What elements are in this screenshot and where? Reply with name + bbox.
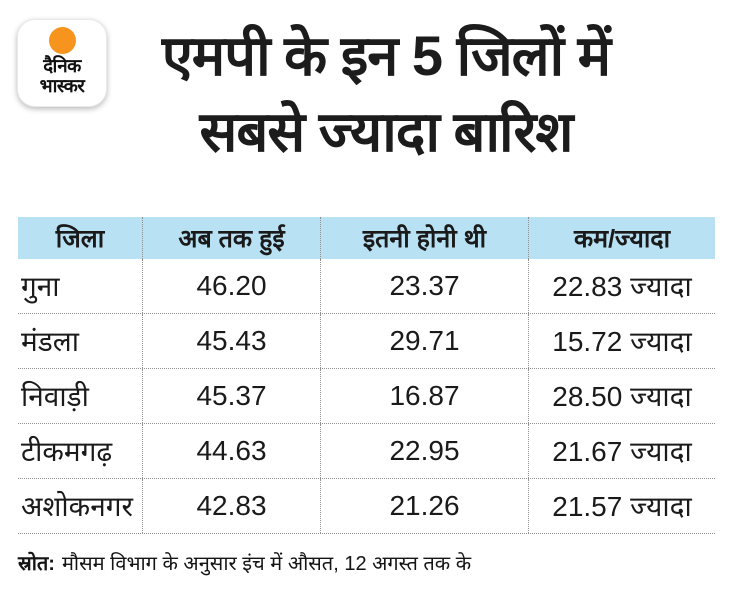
column-header-district: जिला <box>55 225 105 253</box>
table-row: मंडला 45.43 29.71 15.72 ज्यादा <box>18 314 715 369</box>
rainfall-table: जिला अब तक हुई इतनी होनी थी कम/ज्यादा गु… <box>18 217 715 534</box>
table-row: गुना 46.20 23.37 22.83 ज्यादा <box>18 259 715 314</box>
rain-so-far-value: 44.63 <box>142 424 320 478</box>
source-label: स्रोत: <box>18 553 55 575</box>
difference-value: 22.83 ज्यादा <box>528 259 715 313</box>
district-name: गुना <box>21 271 60 302</box>
logo-text: दैनिक भास्कर <box>40 56 85 96</box>
column-header-difference: कम/ज्यादा <box>528 217 715 259</box>
column-header-expected: इतनी होनी थी <box>320 217 528 259</box>
logo-line-2: भास्कर <box>39 75 85 96</box>
table-row: टीकमगढ़ 44.63 22.95 21.67 ज्यादा <box>18 424 715 479</box>
expected-value: 29.71 <box>320 314 528 368</box>
page-title: एमपी के इन 5 जिलों में सबसे ज्यादा बारिश <box>112 18 660 170</box>
source-text: मौसम विभाग के अनुसार इंच में औसत, 12 अगस… <box>61 553 472 575</box>
district-name: अशोकनगर <box>21 491 133 522</box>
expected-value: 16.87 <box>320 369 528 423</box>
dainik-bhaskar-logo: दैनिक भास्कर <box>17 19 107 107</box>
table-header-row: जिला अब तक हुई इतनी होनी थी कम/ज्यादा <box>18 217 715 259</box>
sun-dot-icon <box>48 27 76 54</box>
expected-value: 22.95 <box>320 424 528 478</box>
difference-value: 15.72 ज्यादा <box>528 314 715 368</box>
logo-line-1: दैनिक <box>43 55 81 76</box>
rain-so-far-value: 45.43 <box>142 314 320 368</box>
difference-value: 21.67 ज्यादा <box>528 424 715 478</box>
district-name: मंडला <box>21 326 79 357</box>
district-name: टीकमगढ़ <box>21 436 113 467</box>
rain-so-far-value: 42.83 <box>142 479 320 533</box>
difference-value: 28.50 ज्यादा <box>528 369 715 423</box>
district-name: निवाड़ी <box>21 381 89 412</box>
rain-so-far-value: 46.20 <box>142 259 320 313</box>
rain-so-far-value: 45.37 <box>142 369 320 423</box>
column-header-rain-so-far: अब तक हुई <box>142 217 320 259</box>
table-row: अशोकनगर 42.83 21.26 21.57 ज्यादा <box>18 479 715 534</box>
expected-value: 21.26 <box>320 479 528 533</box>
title-line-2: सबसे ज्यादा बारिश <box>199 100 573 163</box>
difference-value: 21.57 ज्यादा <box>528 479 715 533</box>
table-row: निवाड़ी 45.37 16.87 28.50 ज्यादा <box>18 369 715 424</box>
expected-value: 23.37 <box>320 259 528 313</box>
title-line-1: एमपी के इन 5 जिलों में <box>161 24 611 87</box>
source-note: स्रोत: मौसम विभाग के अनुसार इंच में औसत, … <box>18 549 471 576</box>
